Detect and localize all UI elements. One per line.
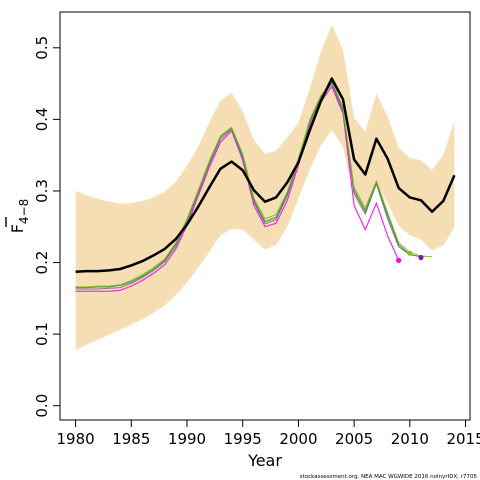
estimate-layer (75, 77, 456, 274)
retro-series-line-1 (75, 85, 400, 292)
x-tick-label: 1985 (112, 430, 150, 448)
y-tick-label: 0.3 (33, 179, 51, 203)
credit-text: stockassessment.org, NEA MAC WGWIDE 2016… (300, 474, 478, 480)
estimate-line (75, 77, 456, 274)
peel-end-point-3 (418, 254, 424, 261)
y-tick-label: 0.1 (33, 322, 51, 346)
confidence-band-layer (75, 24, 455, 350)
y-tick-label: 0.0 (33, 394, 51, 418)
y-tick-label: 0.5 (33, 36, 51, 60)
x-axis: 1980 1985 1990 1995 2000 2005 2010 2015 (57, 419, 480, 448)
retro-series-line-2 (75, 82, 411, 290)
x-axis-title: Year (247, 451, 282, 470)
y-axis-title-subscript: 4−8 (17, 199, 31, 224)
peel-end-point-2 (407, 250, 413, 256)
x-tick-label: 2010 (391, 430, 429, 448)
x-tick-label: 1990 (168, 430, 206, 448)
x-tick-label: 2005 (335, 430, 373, 448)
y-axis-title-main: F (8, 224, 27, 233)
retro-series-line-4 (75, 79, 433, 288)
x-tick-label: 2000 (279, 430, 317, 448)
x-tick-label: 1995 (224, 430, 262, 448)
y-axis: 0.0 0.1 0.2 0.3 0.4 0.5 (33, 36, 61, 418)
y-tick-label: 0.2 (33, 251, 51, 275)
end-points-layer (396, 250, 424, 263)
peel-end-point-1 (396, 257, 402, 263)
y-axis-title: F4−8 (5, 199, 31, 234)
x-tick-label: 1980 (57, 430, 95, 448)
confidence-band (75, 24, 455, 350)
svg-text:F4−8: F4−8 (8, 199, 31, 234)
x-tick-label: 2015 (446, 430, 480, 448)
y-tick-label: 0.4 (33, 107, 51, 131)
